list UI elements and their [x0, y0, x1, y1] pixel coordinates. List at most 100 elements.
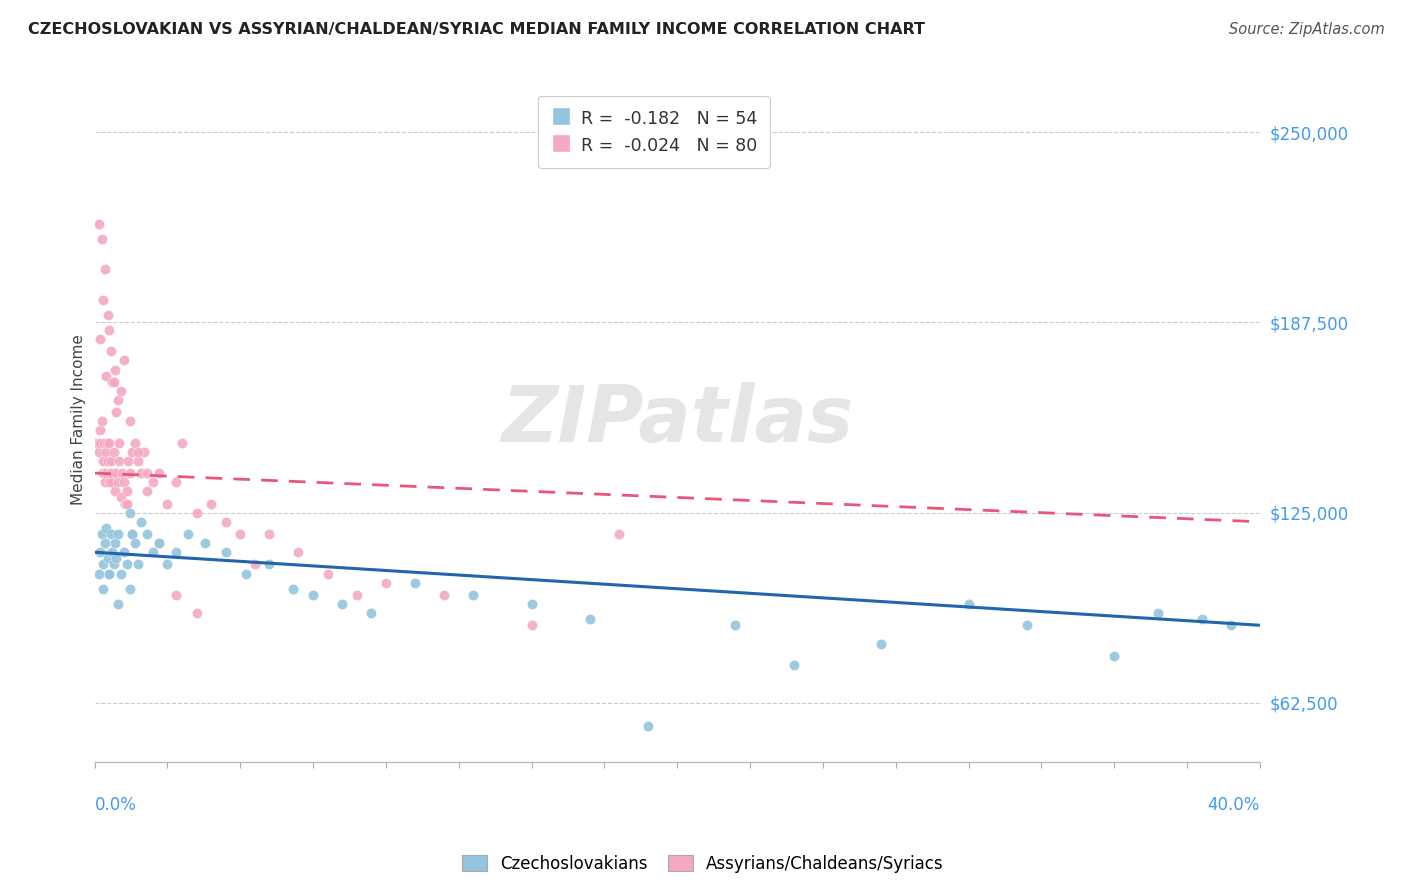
Point	[111, 466, 134, 480]
Point	[104, 536, 127, 550]
Point	[136, 466, 159, 480]
Point	[129, 466, 152, 480]
Point	[108, 435, 131, 450]
Point	[96, 521, 118, 535]
Point	[91, 582, 114, 596]
Point	[115, 558, 138, 572]
Point	[957, 597, 980, 611]
Point	[330, 597, 353, 611]
Point	[98, 566, 121, 581]
Point	[229, 527, 252, 541]
Point	[870, 636, 893, 650]
Point	[87, 566, 110, 581]
Point	[87, 444, 110, 458]
Point	[129, 515, 152, 529]
Point	[110, 384, 132, 398]
Point	[94, 444, 117, 458]
Point	[107, 597, 129, 611]
Point	[724, 618, 747, 632]
Point	[112, 545, 135, 559]
Point	[110, 491, 132, 505]
Point	[107, 392, 129, 407]
Point	[98, 566, 121, 581]
Point	[90, 232, 112, 246]
Point	[374, 575, 396, 590]
Point	[97, 454, 120, 468]
Point	[93, 435, 115, 450]
Legend: Czechoslovakians, Assyrians/Chaldeans/Syriacs: Czechoslovakians, Assyrians/Chaldeans/Sy…	[456, 848, 950, 880]
Point	[156, 558, 179, 572]
Point	[89, 424, 111, 438]
Point	[259, 558, 281, 572]
Point	[1219, 618, 1241, 632]
Point	[235, 566, 257, 581]
Point	[637, 719, 659, 733]
Point	[520, 618, 543, 632]
Point	[124, 536, 146, 550]
Point	[360, 606, 382, 620]
Point	[112, 353, 135, 368]
Point	[520, 597, 543, 611]
Point	[1147, 606, 1170, 620]
Point	[118, 414, 141, 428]
Point	[346, 588, 368, 602]
Point	[96, 466, 118, 480]
Point	[783, 657, 806, 672]
Text: ZIPatlas: ZIPatlas	[501, 382, 853, 458]
Point	[121, 444, 143, 458]
Point	[107, 475, 129, 490]
Point	[121, 527, 143, 541]
Point	[281, 582, 304, 596]
Point	[115, 484, 138, 499]
Y-axis label: Median Family Income: Median Family Income	[72, 334, 86, 505]
Point	[91, 293, 114, 307]
Point	[104, 362, 127, 376]
Point	[1191, 612, 1213, 626]
Point	[87, 217, 110, 231]
Point	[100, 454, 122, 468]
Point	[97, 475, 120, 490]
Point	[89, 435, 111, 450]
Point	[433, 588, 456, 602]
Point	[578, 612, 600, 626]
Text: 0.0%: 0.0%	[94, 797, 136, 814]
Point	[100, 344, 122, 359]
Point	[103, 558, 125, 572]
Point	[118, 466, 141, 480]
Point	[1102, 648, 1125, 663]
Point	[94, 262, 117, 277]
Point	[404, 575, 426, 590]
Point	[91, 466, 114, 480]
Point	[91, 558, 114, 572]
Point	[194, 536, 217, 550]
Point	[108, 454, 131, 468]
Point	[115, 496, 138, 510]
Point	[607, 527, 630, 541]
Point	[215, 515, 238, 529]
Point	[94, 475, 117, 490]
Point	[89, 332, 111, 346]
Point	[186, 606, 208, 620]
Point	[165, 475, 187, 490]
Point	[287, 545, 309, 559]
Point	[136, 484, 159, 499]
Point	[148, 466, 170, 480]
Point	[316, 566, 339, 581]
Point	[101, 466, 124, 480]
Point	[112, 475, 135, 490]
Point	[97, 308, 120, 322]
Text: 40.0%: 40.0%	[1208, 797, 1260, 814]
Text: Source: ZipAtlas.com: Source: ZipAtlas.com	[1229, 22, 1385, 37]
Point	[142, 475, 165, 490]
Point	[1015, 618, 1038, 632]
Point	[148, 536, 170, 550]
Point	[101, 545, 124, 559]
Point	[89, 545, 111, 559]
Point	[90, 414, 112, 428]
Point	[124, 435, 146, 450]
Point	[142, 545, 165, 559]
Point	[103, 444, 125, 458]
Point	[165, 588, 187, 602]
Point	[136, 527, 159, 541]
Point	[101, 375, 124, 389]
